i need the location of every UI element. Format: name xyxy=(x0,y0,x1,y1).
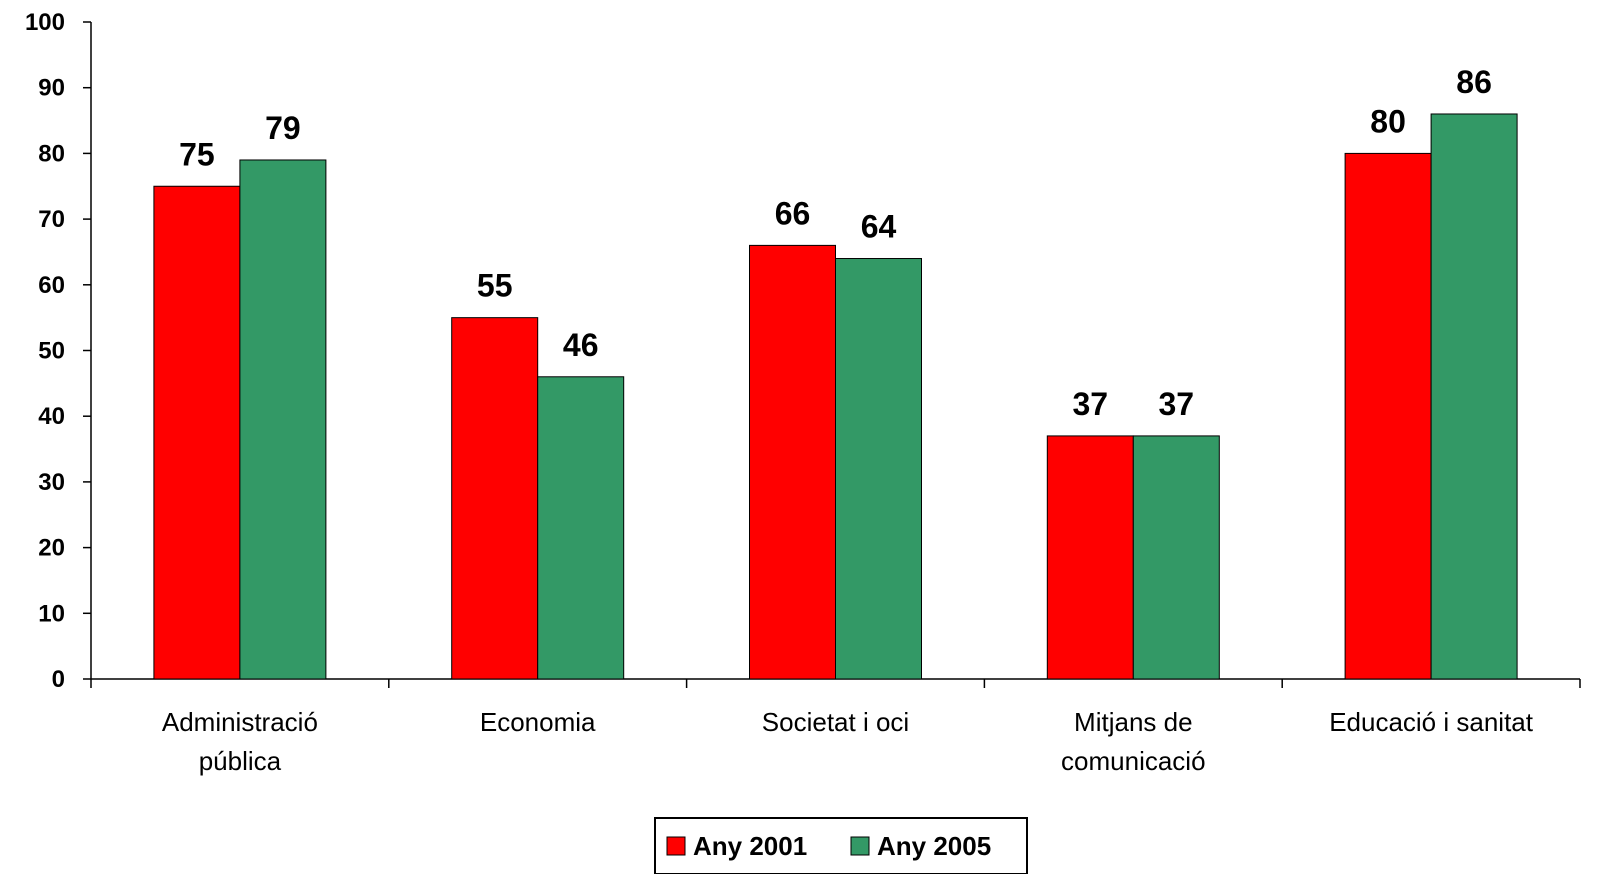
legend-box xyxy=(654,817,1028,874)
bar-any-2001 xyxy=(451,317,539,680)
x-tick-label: Economia xyxy=(480,707,596,737)
bar-any-2005 xyxy=(1132,435,1220,680)
data-label: 37 xyxy=(1073,386,1109,422)
y-tick-label: 30 xyxy=(38,469,65,496)
data-label: 86 xyxy=(1456,64,1492,100)
y-tick-label: 100 xyxy=(25,9,65,36)
bar-any-2005 xyxy=(239,159,327,680)
y-tick-label: 10 xyxy=(38,600,65,627)
data-label: 66 xyxy=(775,195,811,231)
legend-label-any-2001: Any 2001 xyxy=(693,831,807,861)
data-label: 79 xyxy=(265,110,301,146)
y-tick-label: 50 xyxy=(38,338,65,365)
legend-swatch-any-2001 xyxy=(666,836,686,856)
data-label: 46 xyxy=(563,327,599,363)
bar-any-2005 xyxy=(835,258,922,680)
bar-any-2005 xyxy=(1430,113,1518,680)
legend-swatch-any-2005 xyxy=(850,836,870,856)
y-tick-label: 0 xyxy=(52,666,65,693)
y-tick-label: 40 xyxy=(38,403,65,430)
data-labels: 75 55 66 37 80 79 46 64 37 86 xyxy=(179,64,1492,422)
data-label: 64 xyxy=(861,209,897,245)
y-tick-label: 70 xyxy=(38,206,65,233)
y-tick-label: 20 xyxy=(38,535,65,562)
bar-any-2001 xyxy=(1344,152,1432,680)
bar-any-2001 xyxy=(1046,435,1134,680)
y-tick-label: 80 xyxy=(38,140,65,167)
data-label: 75 xyxy=(179,136,215,172)
y-tick-label: 90 xyxy=(38,75,65,102)
bar-any-2001 xyxy=(749,244,836,680)
legend-label-any-2005: Any 2005 xyxy=(877,831,991,861)
y-axis: 0 10 20 30 40 50 60 70 80 90 100 xyxy=(25,9,92,693)
x-tick-label: Mitjans de comunicació xyxy=(1061,707,1206,776)
x-tick-label: Societat i oci xyxy=(762,707,909,737)
x-tick-label: Administració pública xyxy=(162,707,318,776)
y-tick-label: 60 xyxy=(38,272,65,299)
x-axis: Administració pública Economia Societat i o… xyxy=(90,678,1581,776)
data-label: 55 xyxy=(477,268,513,304)
legend: Any 2001 Any 2005 xyxy=(654,817,1028,874)
x-tick-label: Educació i sanitat xyxy=(1329,707,1534,737)
bar-any-2001 xyxy=(153,185,241,680)
data-label: 80 xyxy=(1370,103,1406,139)
data-label: 37 xyxy=(1159,386,1195,422)
bars xyxy=(153,113,1518,680)
bar-any-2005 xyxy=(537,376,625,680)
